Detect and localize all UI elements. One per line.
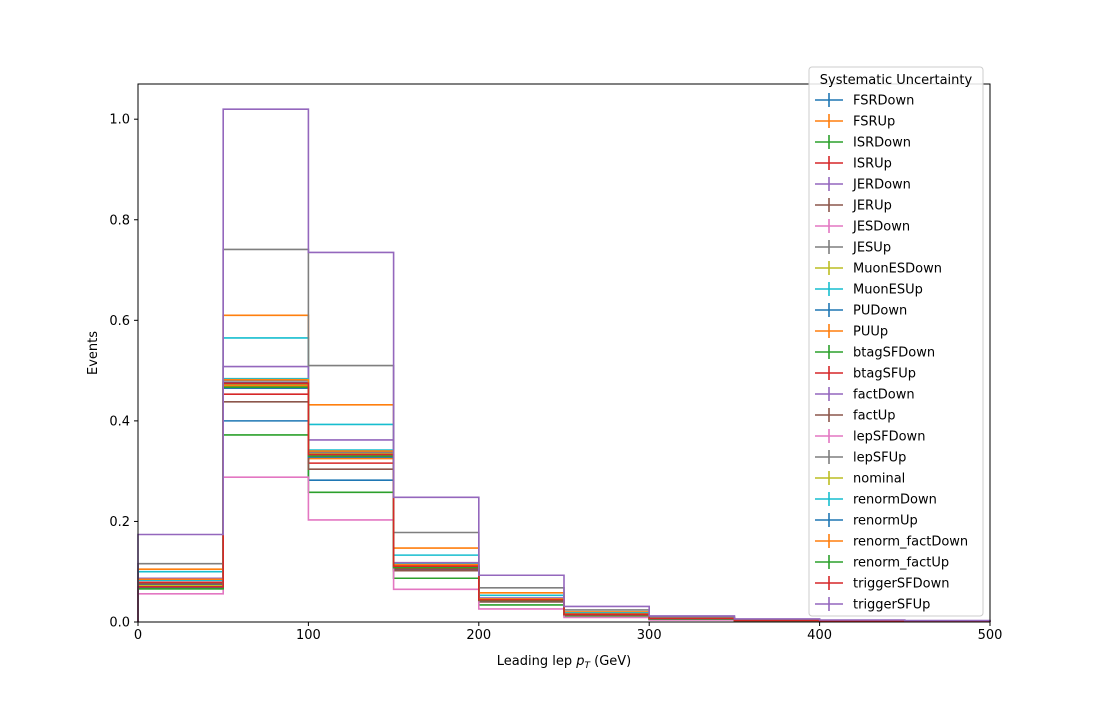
series-line-triggerSFUp xyxy=(137,108,991,622)
x-tick-label: 500 xyxy=(978,628,1003,643)
legend-entry-triggerSFUp: triggerSFUp xyxy=(815,597,930,613)
legend-label: FSRDown xyxy=(853,94,914,109)
legend-label: factDown xyxy=(853,388,915,403)
legend-label: PUDown xyxy=(853,304,907,319)
legend-entry-JESDown: JESDown xyxy=(815,219,910,235)
legend-label: JESUp xyxy=(852,241,891,256)
y-axis-label: Events xyxy=(86,331,101,375)
legend-entry-MuonESUp: MuonESUp xyxy=(815,282,923,298)
legend-label: lepSFUp xyxy=(853,451,906,466)
y-ticks: 0.0 0.2 0.4 0.6 0.8 1.0 xyxy=(109,113,138,631)
y-tick-label: 0.2 xyxy=(109,515,130,530)
x-axis-label-main: Leading lep xyxy=(497,654,576,669)
x-tick-label: 0 xyxy=(134,628,142,643)
axes-frame xyxy=(137,83,991,623)
y-tick-label: 0.4 xyxy=(109,414,130,429)
legend-label: MuonESUp xyxy=(853,283,923,298)
x-tick-label: 200 xyxy=(466,628,491,643)
legend-label: triggerSFDown xyxy=(853,577,949,592)
legend-entry-factDown: factDown xyxy=(815,387,915,403)
legend-entry-nominal: nominal xyxy=(815,471,905,487)
legend-box xyxy=(808,66,984,617)
legend-label: PUUp xyxy=(853,325,888,340)
legend-title: Systematic Uncertainty xyxy=(820,73,973,88)
legend-label: renormUp xyxy=(853,514,918,529)
legend-label: renormDown xyxy=(853,493,937,508)
legend-entry-JERDown: JERDown xyxy=(815,177,911,193)
legend-label: JERUp xyxy=(852,199,892,214)
legend-entry-btagSFUp: btagSFUp xyxy=(815,366,916,382)
legend-label: renorm_factUp xyxy=(853,556,949,571)
legend-label: btagSFUp xyxy=(853,367,916,382)
x-ticks: 0 100 200 300 400 500 xyxy=(134,622,1003,643)
y-tick-label: 0.6 xyxy=(109,314,130,329)
x-axis-label-subscript: T xyxy=(584,661,591,671)
legend-entry-btagSFDown: btagSFDown xyxy=(815,345,935,361)
legend-label: renorm_factDown xyxy=(853,535,968,550)
x-axis-label: Leading lep pT (GeV) xyxy=(497,654,631,671)
legend-entry-factUp: factUp xyxy=(815,408,896,424)
legend-entry-ISRDown: ISRDown xyxy=(815,135,911,151)
legend-entry-PUUp: PUUp xyxy=(815,324,888,340)
x-axis-label-unit: (GeV) xyxy=(590,654,631,669)
legend-entry-FSRDown: FSRDown xyxy=(815,93,914,109)
legend-entry-triggerSFDown: triggerSFDown xyxy=(815,576,949,592)
legend-label: JESDown xyxy=(852,220,910,235)
legend: Systematic Uncertainty FSRDown FSRUp ISRDo… xyxy=(808,66,984,617)
y-tick-label: 0.0 xyxy=(109,616,130,631)
legend-entry-ISRUp: ISRUp xyxy=(815,156,892,172)
legend-entry-lepSFUp: lepSFUp xyxy=(815,450,906,466)
legend-label: ISRUp xyxy=(853,157,892,172)
legend-label: ISRDown xyxy=(853,136,911,151)
legend-entry-FSRUp: FSRUp xyxy=(815,114,895,130)
legend-entry-renorm_factDown: renorm_factDown xyxy=(815,534,968,550)
legend-entry-lepSFDown: lepSFDown xyxy=(815,429,925,445)
legend-entry-renormUp: renormUp xyxy=(815,513,918,529)
legend-label: nominal xyxy=(853,472,905,487)
legend-entry-JESUp: JESUp xyxy=(815,240,891,256)
y-tick-label: 1.0 xyxy=(109,113,130,128)
legend-entry-MuonESDown: MuonESDown xyxy=(815,261,942,277)
x-axis-label-symbol: p xyxy=(575,654,584,669)
legend-label: btagSFDown xyxy=(853,346,935,361)
legend-entry-JERUp: JERUp xyxy=(815,198,892,214)
series-layer xyxy=(137,108,991,623)
legend-label: lepSFDown xyxy=(853,430,925,445)
legend-label: MuonESDown xyxy=(853,262,942,277)
legend-label: JERDown xyxy=(852,178,911,193)
legend-label: FSRUp xyxy=(853,115,895,130)
legend-entry-renormDown: renormDown xyxy=(815,492,937,508)
legend-label: factUp xyxy=(853,409,896,424)
legend-label: triggerSFUp xyxy=(853,598,930,613)
y-tick-label: 0.8 xyxy=(109,213,130,228)
legend-entry-renorm_factUp: renorm_factUp xyxy=(815,555,949,571)
x-tick-label: 300 xyxy=(637,628,662,643)
legend-items: FSRDown FSRUp ISRDown ISRUp JERDown JERUp JESD… xyxy=(815,93,968,613)
legend-entry-PUDown: PUDown xyxy=(815,303,907,319)
x-tick-label: 100 xyxy=(296,628,321,643)
x-tick-label: 400 xyxy=(807,628,832,643)
